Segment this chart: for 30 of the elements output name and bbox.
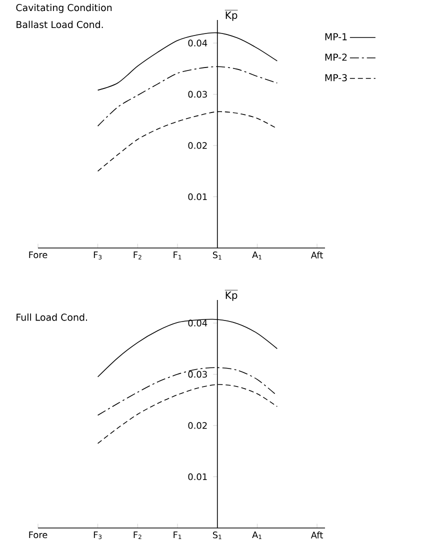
x-tick-label: Aft: [310, 532, 323, 538]
x-tick-label: F$_{3}$: [94, 252, 102, 260]
chart-subtitle: Ballast Load Cond.: [16, 20, 103, 28]
y-tick-label: 0.01: [188, 193, 207, 200]
y-axis-title: $\overline{\mathrm{Kp}}$: [224, 10, 238, 21]
text: Full Load Cond.: [16, 314, 87, 321]
y-tick-label: 0.04: [188, 40, 208, 46]
x-tick-label: F$_{2}$: [134, 252, 142, 260]
x-tick-label: F$_{3}$: [94, 532, 102, 540]
x-tick-label: F$_{2}$: [134, 532, 142, 540]
y-tick-label: 0.03: [188, 370, 207, 378]
x-tick-label: S$_{1}$: [212, 252, 222, 260]
y-tick-label: 0.03: [188, 90, 207, 98]
chart-title: Cavitating Condition: [16, 4, 112, 14]
legend-label: MP-1: [325, 33, 347, 40]
legend-label: MP-3: [325, 74, 347, 82]
legend-label: MP-2: [325, 54, 347, 61]
x-tick-label: F$_{1}$: [174, 252, 182, 260]
x-tick-label: Fore: [29, 532, 48, 538]
x-tick-label: Fore: [29, 252, 48, 258]
x-tick-label: F$_{1}$: [174, 532, 182, 540]
y-tick-label: 0.04: [188, 320, 208, 326]
y-tick-label: 0.02: [188, 142, 207, 149]
x-tick-label: A$_{1}$: [252, 532, 262, 540]
x-tick-label: S$_{1}$: [212, 532, 222, 540]
x-tick-label: A$_{1}$: [252, 252, 262, 260]
x-tick-label: Aft: [310, 252, 323, 258]
y-axis-title: $\overline{\mathrm{Kp}}$: [224, 290, 238, 301]
y-tick-label: 0.02: [188, 422, 207, 429]
y-tick-label: 0.01: [188, 473, 207, 480]
